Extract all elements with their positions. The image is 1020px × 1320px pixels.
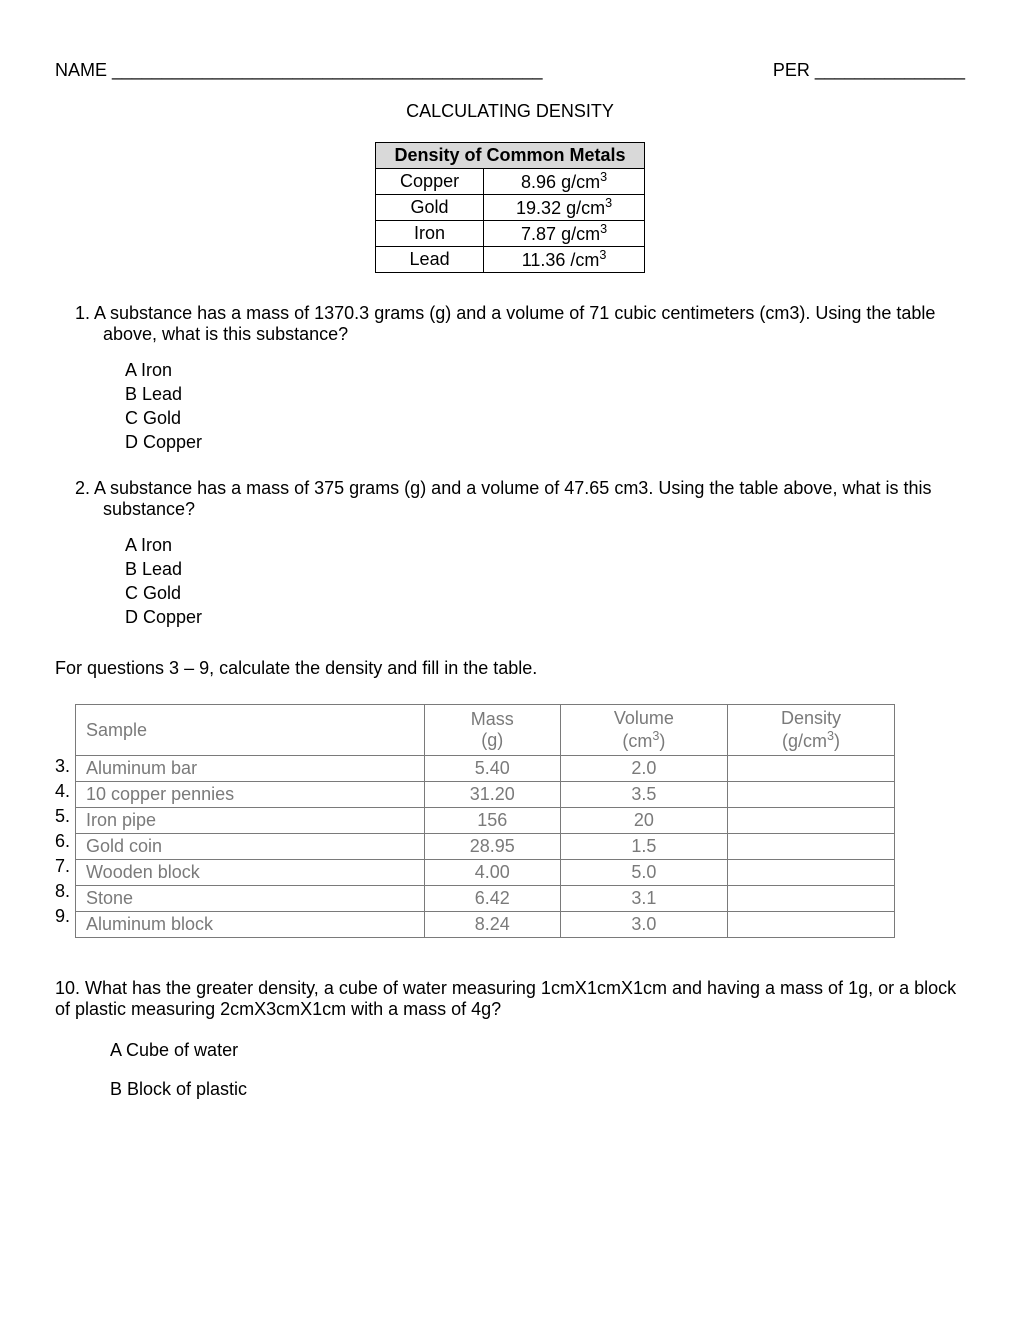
metal-cell: Lead (376, 247, 484, 273)
density-cell: 8.96 g/cm3 (484, 169, 645, 195)
mass-cell: 156 (424, 808, 560, 834)
data-table-wrapper: 3. 4. 5. 6. 7. 8. 9. Sample Mass(g) Volu… (55, 704, 965, 938)
metal-cell: Iron (376, 221, 484, 247)
page-title: CALCULATING DENSITY (55, 101, 965, 122)
question-10-text: 10. What has the greater density, a cube… (55, 978, 965, 1020)
row-number: 5. (55, 804, 70, 829)
q10-option-b[interactable]: B Block of plastic (110, 1079, 965, 1100)
q1-option-b[interactable]: B Lead (125, 384, 965, 405)
table-row: Gold 19.32 g/cm3 (376, 195, 645, 221)
row-number: 4. (55, 779, 70, 804)
table-header-row: Sample Mass(g) Volume(cm3) Density(g/cm3… (76, 705, 895, 756)
metal-cell: Copper (376, 169, 484, 195)
density-table-header: Density of Common Metals (376, 143, 645, 169)
q10-option-a[interactable]: A Cube of water (110, 1040, 965, 1061)
mass-header: Mass(g) (424, 705, 560, 756)
q2-option-c[interactable]: C Gold (125, 583, 965, 604)
density-cell: 11.36 /cm3 (484, 247, 645, 273)
density-cell[interactable] (727, 834, 894, 860)
table-row: Copper 8.96 g/cm3 (376, 169, 645, 195)
mass-cell: 8.24 (424, 912, 560, 938)
row-number: 9. (55, 904, 70, 929)
question-2: 2. A substance has a mass of 375 grams (… (55, 478, 965, 628)
metal-cell: Gold (376, 195, 484, 221)
volume-cell: 2.0 (560, 756, 727, 782)
sample-header: Sample (76, 705, 425, 756)
row-number: 3. (55, 754, 70, 779)
sample-cell: Wooden block (76, 860, 425, 886)
volume-cell: 20 (560, 808, 727, 834)
question-2-text: 2. A substance has a mass of 375 grams (… (75, 478, 965, 520)
question-1-options: A Iron B Lead C Gold D Copper (75, 360, 965, 453)
density-cell[interactable] (727, 886, 894, 912)
mass-cell: 28.95 (424, 834, 560, 860)
instruction-text: For questions 3 – 9, calculate the densi… (55, 658, 965, 679)
sample-cell: Gold coin (76, 834, 425, 860)
q2-option-b[interactable]: B Lead (125, 559, 965, 580)
density-cell[interactable] (727, 808, 894, 834)
row-numbers: 3. 4. 5. 6. 7. 8. 9. (55, 704, 75, 929)
mass-cell: 4.00 (424, 860, 560, 886)
table-row: Lead 11.36 /cm3 (376, 247, 645, 273)
row-number: 7. (55, 854, 70, 879)
name-field[interactable]: NAME ___________________________________… (55, 60, 542, 81)
density-cell[interactable] (727, 860, 894, 886)
volume-cell: 3.0 (560, 912, 727, 938)
sample-cell: 10 copper pennies (76, 782, 425, 808)
table-row: Aluminum bar 5.40 2.0 (76, 756, 895, 782)
volume-cell: 1.5 (560, 834, 727, 860)
row-number: 6. (55, 829, 70, 854)
density-cell[interactable] (727, 912, 894, 938)
question-1-text: 1. A substance has a mass of 1370.3 gram… (75, 303, 965, 345)
table-row: Gold coin 28.95 1.5 (76, 834, 895, 860)
density-header: Density(g/cm3) (727, 705, 894, 756)
q1-option-a[interactable]: A Iron (125, 360, 965, 381)
header-row: NAME ___________________________________… (55, 60, 965, 81)
q1-option-c[interactable]: C Gold (125, 408, 965, 429)
density-cell: 7.87 g/cm3 (484, 221, 645, 247)
density-reference-table: Density of Common Metals Copper 8.96 g/c… (375, 142, 645, 273)
q2-option-d[interactable]: D Copper (125, 607, 965, 628)
mass-cell: 5.40 (424, 756, 560, 782)
table-row: Stone 6.42 3.1 (76, 886, 895, 912)
sample-cell: Iron pipe (76, 808, 425, 834)
volume-cell: 3.1 (560, 886, 727, 912)
sample-cell: Stone (76, 886, 425, 912)
q1-option-d[interactable]: D Copper (125, 432, 965, 453)
q2-option-a[interactable]: A Iron (125, 535, 965, 556)
table-row: Iron pipe 156 20 (76, 808, 895, 834)
question-2-options: A Iron B Lead C Gold D Copper (75, 535, 965, 628)
volume-cell: 3.5 (560, 782, 727, 808)
question-1: 1. A substance has a mass of 1370.3 gram… (55, 303, 965, 453)
sample-cell: Aluminum bar (76, 756, 425, 782)
question-10-options: A Cube of water B Block of plastic (55, 1040, 965, 1100)
table-row: Iron 7.87 g/cm3 (376, 221, 645, 247)
table-row: Aluminum block 8.24 3.0 (76, 912, 895, 938)
sample-cell: Aluminum block (76, 912, 425, 938)
volume-cell: 5.0 (560, 860, 727, 886)
density-cell[interactable] (727, 756, 894, 782)
density-cell: 19.32 g/cm3 (484, 195, 645, 221)
calculation-data-table: Sample Mass(g) Volume(cm3) Density(g/cm3… (75, 704, 895, 938)
row-number: 8. (55, 879, 70, 904)
table-row: Wooden block 4.00 5.0 (76, 860, 895, 886)
volume-header: Volume(cm3) (560, 705, 727, 756)
per-field[interactable]: PER _______________ (773, 60, 965, 81)
table-row: 10 copper pennies 31.20 3.5 (76, 782, 895, 808)
question-10: 10. What has the greater density, a cube… (55, 978, 965, 1020)
mass-cell: 31.20 (424, 782, 560, 808)
mass-cell: 6.42 (424, 886, 560, 912)
density-cell[interactable] (727, 782, 894, 808)
